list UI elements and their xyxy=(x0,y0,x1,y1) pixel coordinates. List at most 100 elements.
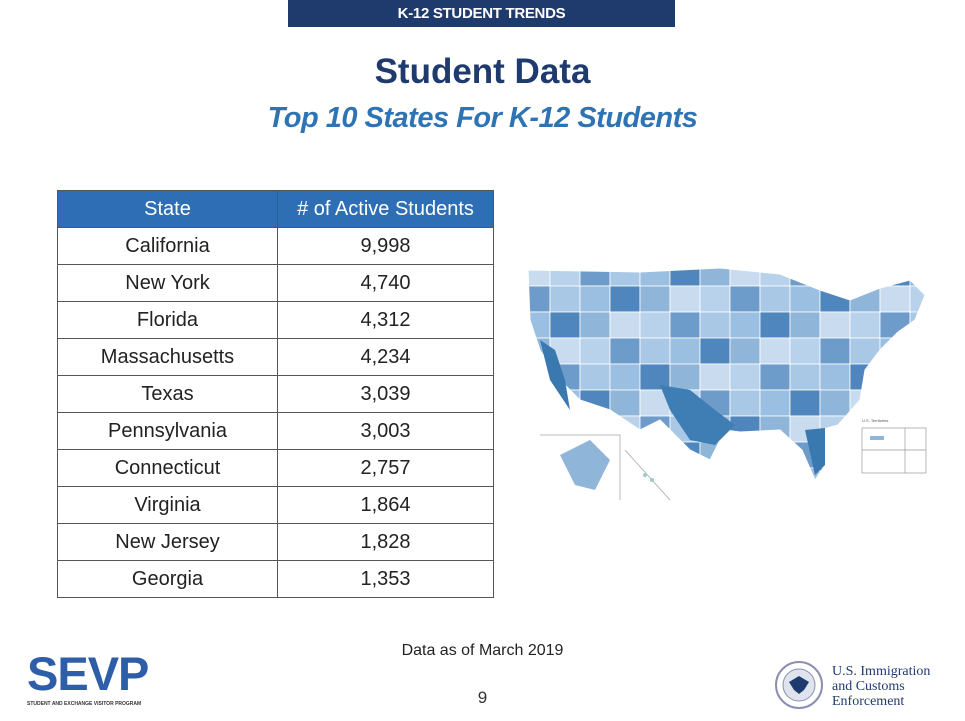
header-state: State xyxy=(57,190,278,228)
table-row: Florida 4,312 xyxy=(57,301,494,339)
state-region xyxy=(639,268,671,287)
state-region xyxy=(579,363,611,391)
state-region xyxy=(909,441,925,469)
state-region xyxy=(849,268,881,287)
table-row: Virginia 1,864 xyxy=(57,486,494,524)
state-region xyxy=(879,441,911,469)
state-region xyxy=(729,467,761,480)
state-region xyxy=(669,311,701,339)
state-region xyxy=(549,415,581,443)
dhs-seal-icon xyxy=(775,661,823,709)
table-row: Connecticut 2,757 xyxy=(57,449,494,487)
state-region xyxy=(609,389,641,417)
state-region xyxy=(789,337,821,365)
state-name: Massachusetts xyxy=(57,338,278,376)
state-region xyxy=(669,285,701,313)
slide-title: Student Data xyxy=(374,52,591,91)
table-row: Massachusetts 4,234 xyxy=(57,338,494,376)
state-region xyxy=(909,285,925,313)
state-region xyxy=(549,285,581,313)
state-region xyxy=(609,311,641,339)
state-region xyxy=(909,311,925,339)
state-region xyxy=(819,389,851,417)
state-region xyxy=(729,389,761,417)
state-region xyxy=(579,415,611,443)
state-region xyxy=(909,337,925,365)
state-region xyxy=(729,311,761,339)
state-region xyxy=(579,311,611,339)
state-region xyxy=(639,337,671,365)
state-region xyxy=(849,467,881,480)
state-region xyxy=(849,441,881,469)
state-region xyxy=(759,389,791,417)
state-region xyxy=(849,363,881,391)
state-name: Virginia xyxy=(57,486,278,524)
student-count: 1,353 xyxy=(277,560,494,598)
student-count: 2,757 xyxy=(277,449,494,487)
table-row: California 9,998 xyxy=(57,227,494,265)
state-region xyxy=(528,467,551,480)
state-region xyxy=(789,268,821,287)
page-number: 9 xyxy=(477,688,488,707)
student-count: 4,234 xyxy=(277,338,494,376)
state-region xyxy=(699,467,731,480)
state-region xyxy=(528,268,551,287)
students-table: State # of Active Students California 9,9… xyxy=(57,190,494,598)
state-region xyxy=(879,268,911,287)
state-region xyxy=(699,337,731,365)
state-region xyxy=(909,389,925,417)
header-students: # of Active Students xyxy=(277,190,494,228)
ice-line1: U.S. Immigration xyxy=(832,664,931,679)
texas-shape xyxy=(660,385,735,445)
state-name: Texas xyxy=(57,375,278,413)
state-region xyxy=(729,415,761,443)
state-name: California xyxy=(57,227,278,265)
state-region xyxy=(759,337,791,365)
student-count: 4,740 xyxy=(277,264,494,302)
state-region xyxy=(639,285,671,313)
state-region xyxy=(609,441,641,469)
sevp-logo: SEVP xyxy=(27,647,149,700)
state-region xyxy=(609,268,641,287)
state-region xyxy=(879,389,911,417)
state-name: Connecticut xyxy=(57,449,278,487)
state-region xyxy=(879,285,911,313)
state-region xyxy=(729,285,761,313)
table-row: Georgia 1,353 xyxy=(57,560,494,598)
state-region xyxy=(639,363,671,391)
state-region xyxy=(909,363,925,391)
state-region xyxy=(909,415,925,443)
state-name: New York xyxy=(57,264,278,302)
state-region xyxy=(579,389,611,417)
state-region xyxy=(879,467,911,480)
state-region xyxy=(669,441,701,469)
state-region xyxy=(759,441,791,469)
state-region xyxy=(639,441,671,469)
state-region xyxy=(789,311,821,339)
state-region xyxy=(579,337,611,365)
state-region xyxy=(729,441,761,469)
state-region xyxy=(699,363,731,391)
state-region xyxy=(609,285,641,313)
state-region xyxy=(879,363,911,391)
florida-shape xyxy=(805,428,825,475)
ice-logo: U.S. Immigration and Customs Enforcement xyxy=(832,664,930,709)
state-region xyxy=(759,415,791,443)
state-region xyxy=(729,337,761,365)
state-region xyxy=(699,268,731,287)
inset-lines xyxy=(540,434,671,501)
territories-label: U.S. Territories xyxy=(862,418,888,423)
state-region xyxy=(759,285,791,313)
slide-subtitle: Top 10 States For K-12 Students xyxy=(267,102,698,134)
table-row: New Jersey 1,828 xyxy=(57,523,494,561)
state-region xyxy=(579,268,611,287)
state-region xyxy=(699,311,731,339)
student-count: 4,312 xyxy=(277,301,494,339)
state-region xyxy=(819,268,851,287)
state-name: Pennsylvania xyxy=(57,412,278,450)
hawaii-shape xyxy=(650,478,654,482)
state-region xyxy=(879,311,911,339)
state-region xyxy=(909,467,925,480)
state-name: New Jersey xyxy=(57,523,278,561)
